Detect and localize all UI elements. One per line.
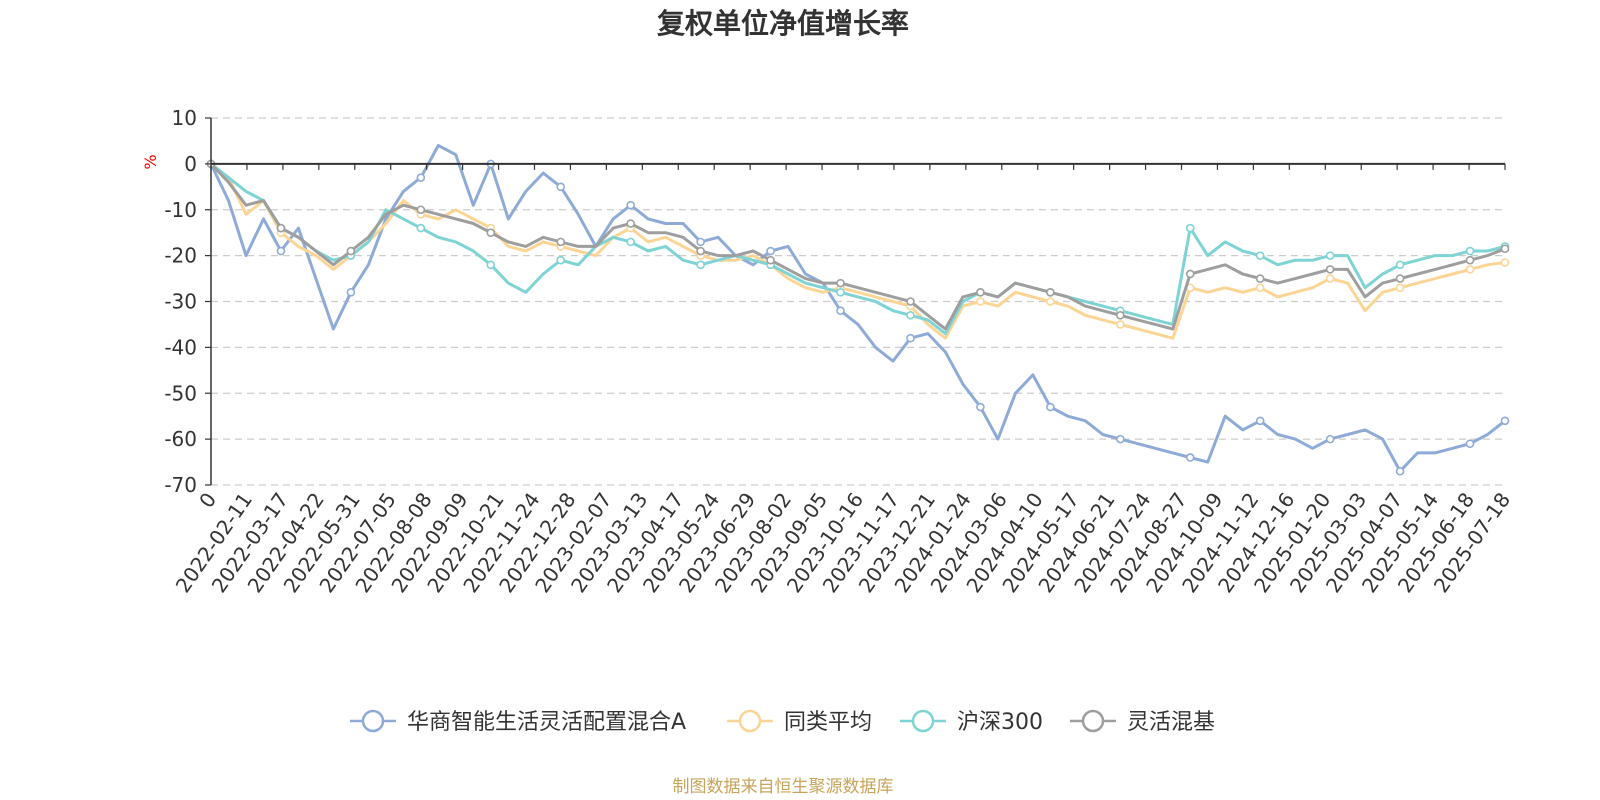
series-point-0 [1255, 416, 1265, 426]
series-point-3 [1325, 265, 1335, 274]
y-tick-label: -10 [164, 198, 197, 222]
legend-label: 华商智能生活灵活配置混合A [407, 710, 686, 735]
legend[interactable]: 华商智能生活灵活配置混合A 同类平均 沪深300 灵活混基 [350, 709, 1215, 735]
series-point-0 [836, 306, 845, 315]
series-point-1 [1255, 283, 1265, 293]
y-tick-label: 10 [172, 106, 197, 130]
series-point-0 [1465, 439, 1475, 449]
series-point-3 [556, 237, 566, 247]
series-point-1 [976, 297, 985, 306]
series-point-0 [276, 246, 286, 256]
legend-marker [738, 709, 762, 733]
series-point-0 [626, 200, 635, 210]
series-point-3 [1395, 274, 1405, 283]
x-tick-label: 0 [194, 488, 221, 512]
legend-label: 灵活混基 [1127, 710, 1215, 735]
y-tick-label: -50 [164, 381, 197, 405]
y-tick-label: -20 [164, 244, 197, 268]
series-point-3 [1500, 244, 1510, 254]
series-point-3 [1465, 255, 1475, 265]
series-point-3 [1185, 269, 1195, 279]
y-tick-label: -30 [164, 290, 197, 314]
series-point-2 [626, 237, 635, 247]
series-line-0 [209, 144, 1506, 473]
y-tick-label: 0 [184, 152, 197, 176]
series-point-1 [1465, 265, 1475, 274]
series-point-3 [416, 205, 426, 215]
series-point-3 [276, 223, 286, 233]
y-axis-unit: % [141, 154, 160, 169]
series-point-0 [1325, 434, 1335, 444]
y-tick-label: -40 [164, 335, 197, 359]
legend-marker [1081, 709, 1105, 733]
series-point-3 [1046, 288, 1055, 297]
series-point-3 [766, 255, 775, 265]
series-point-1 [1395, 283, 1405, 293]
series-line-1 [210, 162, 1506, 340]
legend-marker [911, 709, 935, 733]
series-point-3 [976, 288, 985, 297]
grid-lines [211, 117, 1505, 486]
series-point-2 [696, 260, 705, 270]
series-point-2 [1395, 260, 1405, 270]
series-point-3 [836, 278, 845, 288]
series-point-0 [556, 182, 566, 192]
legend-item-2[interactable]: 沪深300 [900, 709, 1043, 735]
series-point-0 [766, 246, 775, 256]
legend-label: 沪深300 [957, 710, 1043, 735]
series-point-3 [346, 246, 356, 256]
series-point-0 [1046, 402, 1055, 412]
series-point-1 [1115, 320, 1125, 329]
legend-marker [361, 709, 385, 733]
plot-area [206, 144, 1510, 476]
series-point-0 [416, 173, 426, 182]
series-point-1 [1325, 274, 1335, 283]
series-point-2 [1325, 251, 1335, 260]
legend-label: 同类平均 [784, 710, 872, 735]
series-point-0 [1115, 434, 1125, 444]
series-point-3 [906, 297, 915, 306]
series-point-0 [1395, 466, 1405, 476]
series-point-2 [556, 255, 566, 265]
series-point-3 [1255, 274, 1265, 283]
axes: 100-10-20-30-40-50-60-7002022-02-112022-… [164, 106, 1515, 597]
series-point-3 [626, 219, 635, 228]
series-point-3 [486, 228, 496, 237]
series-point-2 [486, 260, 496, 270]
series-point-2 [1255, 251, 1265, 260]
series-line-2 [210, 162, 1506, 336]
series-line-3 [209, 162, 1506, 331]
series-point-2 [416, 223, 426, 233]
series-point-2 [1185, 223, 1195, 233]
series-point-3 [696, 246, 705, 256]
source-note: 制图数据来自恒生聚源数据库 [673, 777, 894, 797]
series-point-0 [346, 288, 356, 297]
y-tick-label: -60 [164, 427, 197, 451]
legend-item-3[interactable]: 灵活混基 [1070, 709, 1215, 735]
legend-item-1[interactable]: 同类平均 [727, 709, 872, 735]
series-point-0 [1500, 416, 1510, 426]
series-point-0 [906, 333, 915, 343]
series-point-3 [1115, 310, 1125, 320]
series-point-1 [1046, 297, 1055, 306]
legend-item-0[interactable]: 华商智能生活灵活配置混合A [350, 709, 686, 735]
chart-title: 复权单位净值增长率 [657, 7, 909, 40]
series-point-1 [1500, 258, 1510, 267]
series-point-0 [1185, 453, 1195, 462]
y-tick-label: -70 [164, 473, 197, 497]
series-point-2 [836, 288, 845, 297]
series-point-0 [976, 402, 985, 412]
series-point-2 [1465, 246, 1475, 256]
series-point-2 [906, 310, 915, 320]
series-point-0 [696, 237, 705, 247]
